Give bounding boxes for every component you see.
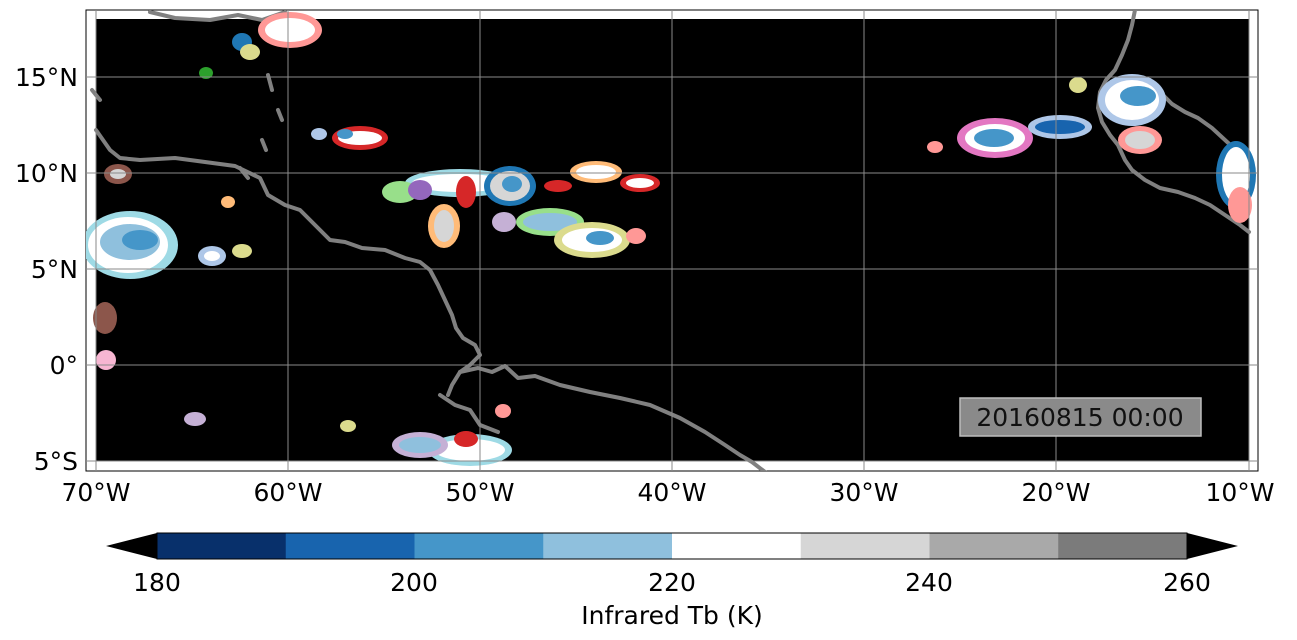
map-gridlines [86, 10, 1258, 471]
lon-tick-label: 10°W [1205, 478, 1274, 507]
colorbar-segment [285, 533, 415, 559]
lon-tick-label: 30°W [829, 478, 898, 507]
colorbar-segments [157, 533, 1188, 559]
cloud-cluster [392, 431, 512, 466]
timestamp-label: 20160815 00:00 [976, 403, 1183, 432]
lon-tick-label: 70°W [61, 478, 130, 507]
map-content [86, 10, 1258, 471]
coastlines [90, 10, 1251, 471]
colorbar-title: Infrared Tb (K) [581, 601, 763, 630]
lat-tick-label: 5°N [31, 255, 78, 284]
cloud-cluster [957, 115, 1092, 158]
colorbar-segment [929, 533, 1059, 559]
cloud-cluster [382, 176, 476, 248]
cloud-cluster [232, 12, 322, 60]
lon-tick-labels: 70°W 60°W 50°W 40°W 30°W 20°W 10°W [61, 478, 1274, 507]
lon-tick-label: 60°W [253, 478, 322, 507]
colorbar-segment [1058, 533, 1188, 559]
lon-tick-label: 40°W [637, 478, 706, 507]
coastline-amazon [438, 393, 500, 434]
colorbar: 180 200 220 240 260 Infrared Tb (K) [106, 532, 1238, 630]
cloud-cluster [1098, 74, 1256, 223]
colorbar-under-arrow [106, 533, 157, 559]
coastline-caribbean [94, 128, 482, 397]
lat-tick-label: 10°N [15, 159, 78, 188]
cloud-cluster [332, 126, 388, 150]
lat-tick-label: 0° [50, 351, 78, 380]
cloud-clusters [86, 12, 1256, 466]
colorbar-segment [543, 533, 673, 559]
colorbar-tick-label: 240 [905, 568, 953, 597]
lon-tick-label: 50°W [445, 478, 514, 507]
lon-tick-label: 20°W [1021, 478, 1090, 507]
coastline-africa [1096, 10, 1251, 234]
colorbar-segment [800, 533, 930, 559]
timestamp-box [959, 397, 1202, 437]
coastline-brazil [458, 364, 767, 471]
colorbar-tick-label: 180 [133, 568, 181, 597]
colorbar-segment [414, 533, 544, 559]
cloud-cluster [86, 211, 178, 279]
cloud-cluster [570, 161, 660, 192]
colorbar-outline [156, 532, 1188, 560]
colorbar-over-arrow [1187, 533, 1238, 559]
lat-tick-label: 5°S [34, 447, 78, 476]
lat-tick-label: 15°N [15, 63, 78, 92]
colorbar-tick-label: 220 [648, 568, 696, 597]
colorbar-tick-label: 200 [390, 568, 438, 597]
cloud-cluster [93, 67, 1087, 432]
colorbar-segment [157, 533, 287, 559]
colorbar-tick-label: 260 [1163, 568, 1211, 597]
lat-tick-labels: 15°N 10°N 5°N 0° 5°S [15, 63, 78, 476]
cloud-cluster [516, 208, 630, 258]
colorbar-segment [672, 533, 802, 559]
coastline-islands [90, 73, 284, 180]
